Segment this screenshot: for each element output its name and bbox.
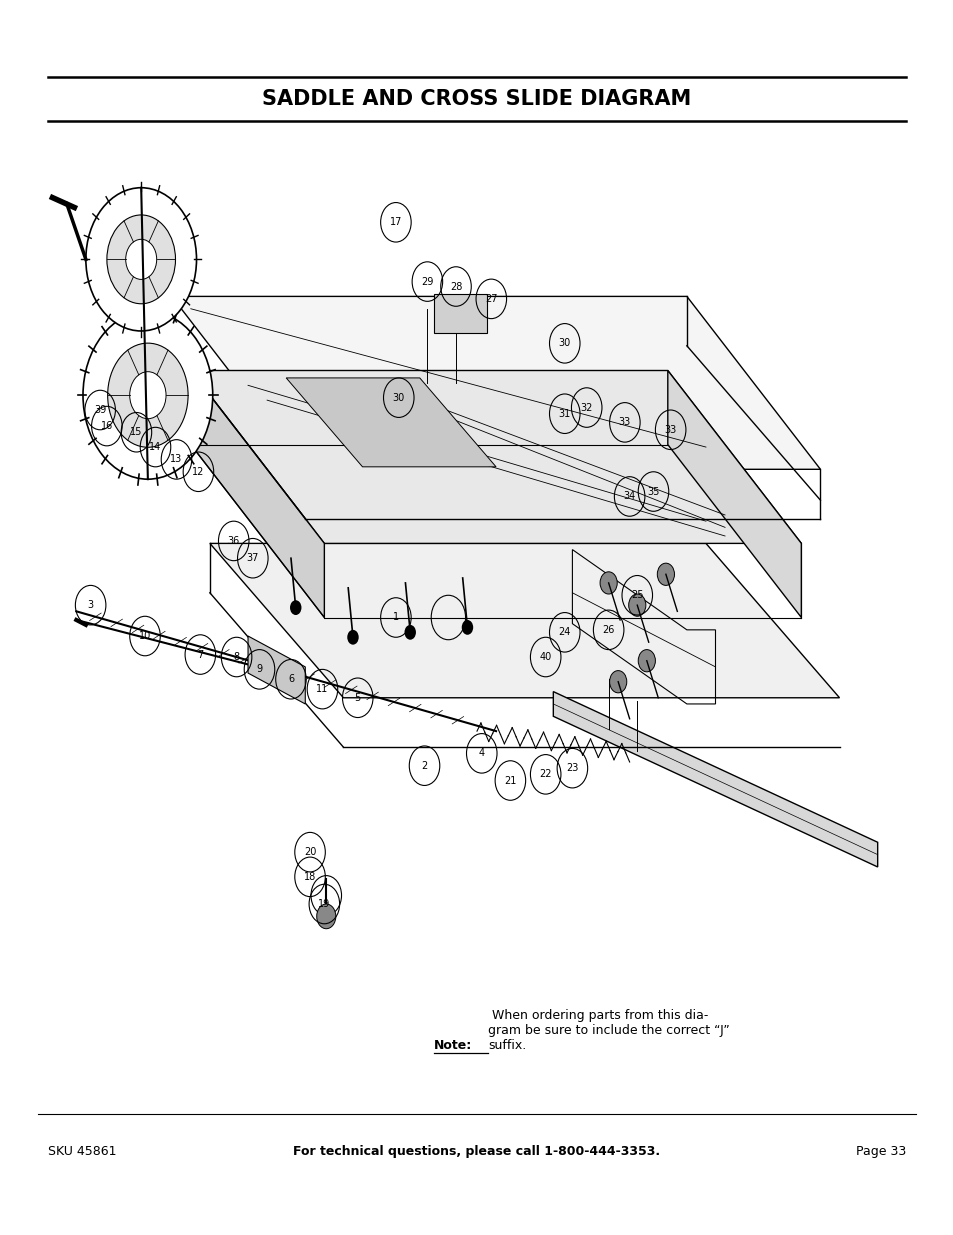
Circle shape xyxy=(83,311,213,479)
Polygon shape xyxy=(434,294,486,333)
Text: 2: 2 xyxy=(421,761,427,771)
Text: 29: 29 xyxy=(421,277,433,287)
Text: 28: 28 xyxy=(450,282,461,291)
Polygon shape xyxy=(286,378,496,467)
Circle shape xyxy=(86,188,196,331)
Text: 22: 22 xyxy=(538,769,552,779)
Text: 15: 15 xyxy=(131,427,142,437)
Text: 21: 21 xyxy=(504,776,516,785)
Text: 33: 33 xyxy=(664,425,676,435)
Polygon shape xyxy=(248,636,305,704)
Polygon shape xyxy=(210,543,839,698)
Text: 19: 19 xyxy=(318,899,330,909)
Circle shape xyxy=(599,572,617,594)
Circle shape xyxy=(107,215,175,304)
Text: 20: 20 xyxy=(304,847,315,857)
Text: 25: 25 xyxy=(630,590,643,600)
Text: 36: 36 xyxy=(228,536,239,546)
Text: 30: 30 xyxy=(393,393,404,403)
Circle shape xyxy=(130,372,166,419)
Text: 9: 9 xyxy=(256,664,262,674)
Text: 3: 3 xyxy=(88,600,93,610)
Circle shape xyxy=(126,240,156,279)
Text: 12: 12 xyxy=(193,467,204,477)
Circle shape xyxy=(657,563,674,585)
Text: 17: 17 xyxy=(390,217,401,227)
Text: When ordering parts from this dia-
gram be sure to include the correct “J”
suffi: When ordering parts from this dia- gram … xyxy=(488,1009,729,1052)
Text: 24: 24 xyxy=(558,627,570,637)
Text: Note:: Note: xyxy=(434,1039,472,1052)
Text: 18: 18 xyxy=(304,872,315,882)
Text: SADDLE AND CROSS SLIDE DIAGRAM: SADDLE AND CROSS SLIDE DIAGRAM xyxy=(262,89,691,109)
Text: 11: 11 xyxy=(316,684,328,694)
Polygon shape xyxy=(191,370,801,543)
Circle shape xyxy=(404,625,416,640)
Text: For technical questions, please call 1-800-444-3353.: For technical questions, please call 1-8… xyxy=(294,1145,659,1157)
Text: 39: 39 xyxy=(94,405,106,415)
Polygon shape xyxy=(553,692,877,867)
Text: 27: 27 xyxy=(484,294,497,304)
Text: 13: 13 xyxy=(171,454,182,464)
Text: 34: 34 xyxy=(623,492,635,501)
Text: 7: 7 xyxy=(197,650,203,659)
Text: 8: 8 xyxy=(233,652,239,662)
Circle shape xyxy=(347,630,358,645)
Text: 32: 32 xyxy=(580,403,592,412)
Text: 40: 40 xyxy=(539,652,551,662)
Text: 37: 37 xyxy=(247,553,258,563)
Text: 31: 31 xyxy=(558,409,570,419)
Polygon shape xyxy=(172,296,820,469)
Text: SKU 45861: SKU 45861 xyxy=(48,1145,116,1157)
Text: 10: 10 xyxy=(139,631,151,641)
Text: 35: 35 xyxy=(647,487,659,496)
Text: Page 33: Page 33 xyxy=(855,1145,905,1157)
Circle shape xyxy=(609,671,626,693)
Text: 16: 16 xyxy=(101,421,112,431)
Polygon shape xyxy=(667,370,801,618)
Circle shape xyxy=(638,650,655,672)
Text: 4: 4 xyxy=(478,748,484,758)
Circle shape xyxy=(461,620,473,635)
Text: 33: 33 xyxy=(618,417,630,427)
Text: 5: 5 xyxy=(355,693,360,703)
Circle shape xyxy=(290,600,301,615)
Text: 14: 14 xyxy=(150,442,161,452)
Polygon shape xyxy=(191,370,324,618)
Text: 30: 30 xyxy=(558,338,570,348)
Circle shape xyxy=(628,594,645,616)
Text: 23: 23 xyxy=(566,763,578,773)
Text: 26: 26 xyxy=(602,625,614,635)
Circle shape xyxy=(108,343,188,447)
Text: 1: 1 xyxy=(393,613,398,622)
Circle shape xyxy=(316,904,335,929)
Text: 6: 6 xyxy=(288,674,294,684)
